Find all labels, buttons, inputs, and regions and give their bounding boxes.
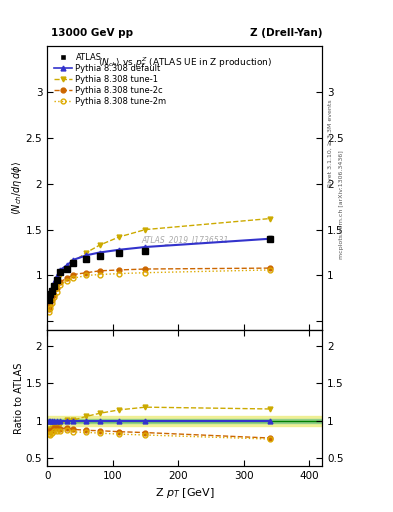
Legend: ATLAS, Pythia 8.308 default, Pythia 8.308 tune-1, Pythia 8.308 tune-2c, Pythia 8: ATLAS, Pythia 8.308 default, Pythia 8.30…: [51, 50, 169, 109]
Text: $\langle N_{ch}\rangle$ vs $p_T^Z$ (ATLAS UE in Z production): $\langle N_{ch}\rangle$ vs $p_T^Z$ (ATLA…: [97, 55, 272, 70]
Text: ATLAS_2019_I1736531: ATLAS_2019_I1736531: [141, 235, 228, 244]
X-axis label: Z $p_T$ [GeV]: Z $p_T$ [GeV]: [155, 486, 215, 500]
Text: mcplots.cern.ch [arXiv:1306.3436]: mcplots.cern.ch [arXiv:1306.3436]: [339, 151, 344, 259]
Y-axis label: Ratio to ATLAS: Ratio to ATLAS: [14, 362, 24, 434]
Text: Rivet 3.1.10, ≥ 3.3M events: Rivet 3.1.10, ≥ 3.3M events: [328, 99, 333, 187]
Bar: [47, 418, 322, 423]
Text: Z (Drell-Yan): Z (Drell-Yan): [250, 28, 322, 38]
Text: 13000 GeV pp: 13000 GeV pp: [51, 28, 133, 38]
Y-axis label: $\langle N_{ch}/d\eta\,d\phi\rangle$: $\langle N_{ch}/d\eta\,d\phi\rangle$: [10, 161, 24, 216]
Bar: [47, 416, 322, 426]
